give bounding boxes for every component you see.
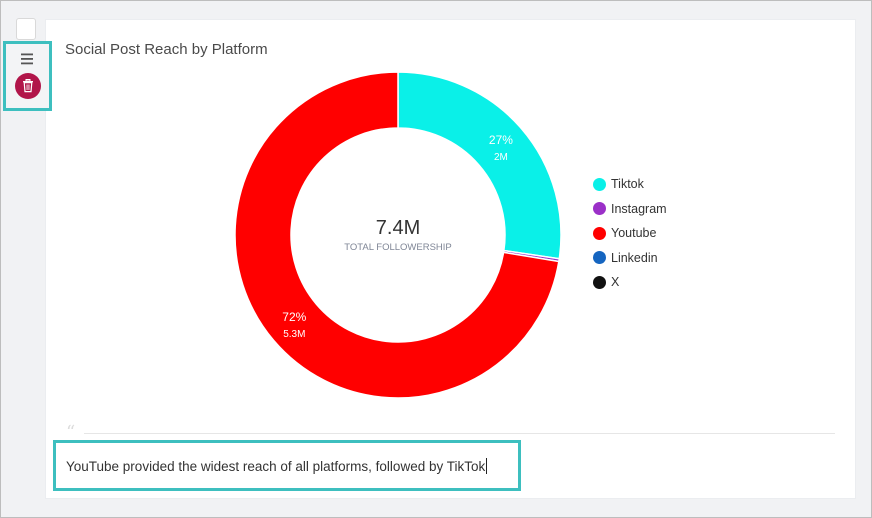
legend-swatch	[593, 275, 606, 289]
legend-item-x[interactable]: X	[593, 270, 667, 295]
legend-label: Youtube	[611, 226, 657, 241]
caption-text: YouTube provided the widest reach of all…	[66, 459, 486, 474]
text-caret	[486, 458, 488, 474]
legend-item-tiktok[interactable]: Tiktok	[593, 172, 667, 197]
center-total-value: 7.4M	[376, 217, 420, 239]
center-total-label: TOTAL FOLLOWERSHIP	[344, 242, 452, 253]
slice-tiktok[interactable]	[397, 71, 562, 260]
legend-label: Instagram	[611, 201, 667, 216]
slice-label-percent-youtube: 72%	[282, 310, 306, 324]
block-toolbox	[3, 41, 52, 111]
legend-label: Linkedin	[611, 250, 658, 265]
caption-divider	[84, 433, 835, 434]
quote-icon: “	[66, 422, 76, 443]
slice-youtube[interactable]	[234, 71, 560, 399]
slice-label-value-tiktok: 2M	[494, 152, 508, 163]
slice-label-percent-tiktok: 27%	[489, 133, 513, 147]
legend-item-linkedin[interactable]: Linkedin	[593, 246, 667, 271]
block-handle[interactable]	[16, 18, 36, 40]
legend-label: X	[611, 275, 620, 290]
menu-button[interactable]	[19, 50, 37, 68]
caption-text-wrap[interactable]: YouTube provided the widest reach of all…	[66, 458, 488, 474]
hamburger-icon	[21, 53, 33, 65]
legend-item-instagram[interactable]: Instagram	[593, 197, 667, 222]
legend-swatch	[593, 226, 606, 240]
chart-title: Social Post Reach by Platform	[65, 41, 268, 58]
legend-swatch	[593, 251, 606, 265]
trash-icon	[23, 79, 33, 93]
legend-swatch	[593, 177, 606, 191]
chart-legend: Tiktok Instagram Youtube Linkedin X	[593, 172, 667, 295]
slice-label-value-youtube: 5.3M	[283, 329, 305, 340]
legend-label: Tiktok	[611, 177, 644, 192]
legend-swatch	[593, 202, 606, 216]
legend-item-youtube[interactable]: Youtube	[593, 221, 667, 246]
delete-button[interactable]	[15, 73, 41, 99]
caption-box[interactable]: YouTube provided the widest reach of all…	[53, 440, 521, 491]
